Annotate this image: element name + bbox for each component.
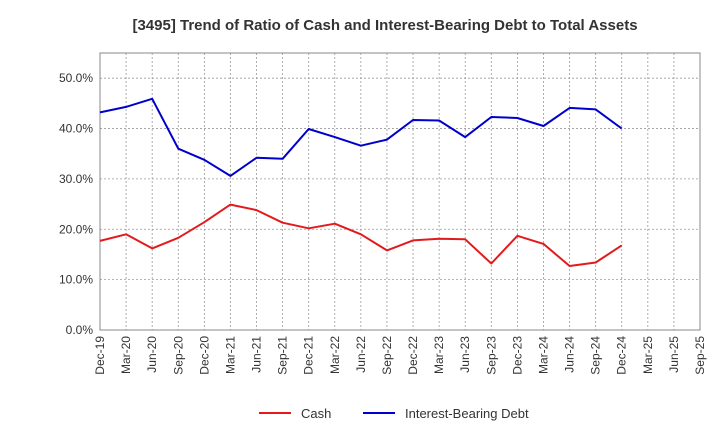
x-tick-label: Dec-21 xyxy=(302,336,316,375)
x-tick-label: Mar-24 xyxy=(536,336,550,374)
x-tick-label: Sep-20 xyxy=(171,336,185,375)
x-tick-label: Jun-24 xyxy=(563,336,577,373)
x-tick-label: Dec-24 xyxy=(615,336,629,375)
x-tick-label: Sep-24 xyxy=(589,336,603,375)
x-tick-label: Jun-22 xyxy=(354,336,368,373)
y-tick-label: 50.0% xyxy=(59,71,93,85)
y-axis: 0.0% 10.0% 20.0% 30.0% 40.0% 50.0% xyxy=(59,71,93,337)
x-tick-label: Mar-23 xyxy=(432,336,446,374)
x-tick-label: Dec-20 xyxy=(197,336,211,375)
x-tick-label: Sep-25 xyxy=(693,336,707,375)
x-tick-label: Sep-22 xyxy=(380,336,394,375)
x-tick-label: Jun-25 xyxy=(667,336,681,373)
gridlines xyxy=(100,53,700,330)
x-tick-label: Jun-20 xyxy=(145,336,159,373)
x-tick-label: Dec-23 xyxy=(510,336,524,375)
series-line-cash xyxy=(99,203,623,267)
series-lines xyxy=(99,97,623,267)
x-tick-label: Jun-23 xyxy=(458,336,472,373)
y-tick-label: 40.0% xyxy=(59,122,93,136)
x-tick-label: Dec-19 xyxy=(93,336,107,375)
y-tick-label: 10.0% xyxy=(59,273,93,287)
x-tick-label: Mar-21 xyxy=(223,336,237,374)
y-tick-label: 0.0% xyxy=(66,323,94,337)
x-tick-label: Mar-20 xyxy=(119,336,133,374)
y-tick-label: 30.0% xyxy=(59,172,93,186)
x-tick-label: Dec-22 xyxy=(406,336,420,375)
series-line-interest-bearing-debt xyxy=(99,97,623,177)
legend-label: Cash xyxy=(301,406,331,421)
legend: Cash Interest-Bearing Debt xyxy=(259,406,529,421)
x-tick-label: Jun-21 xyxy=(250,336,264,373)
plot-area xyxy=(99,52,701,331)
legend-label: Interest-Bearing Debt xyxy=(405,406,529,421)
x-tick-label: Sep-21 xyxy=(276,336,290,375)
x-tick-label: Sep-23 xyxy=(484,336,498,375)
x-tick-label: Mar-22 xyxy=(328,336,342,374)
x-tick-label: Mar-25 xyxy=(641,336,655,374)
chart-title: [3495] Trend of Ratio of Cash and Intere… xyxy=(132,17,637,34)
y-tick-label: 20.0% xyxy=(59,222,93,236)
x-axis: Dec-19 Mar-20 Jun-20 Sep-20 Dec-20 Mar-21 Jun-… xyxy=(93,336,707,375)
